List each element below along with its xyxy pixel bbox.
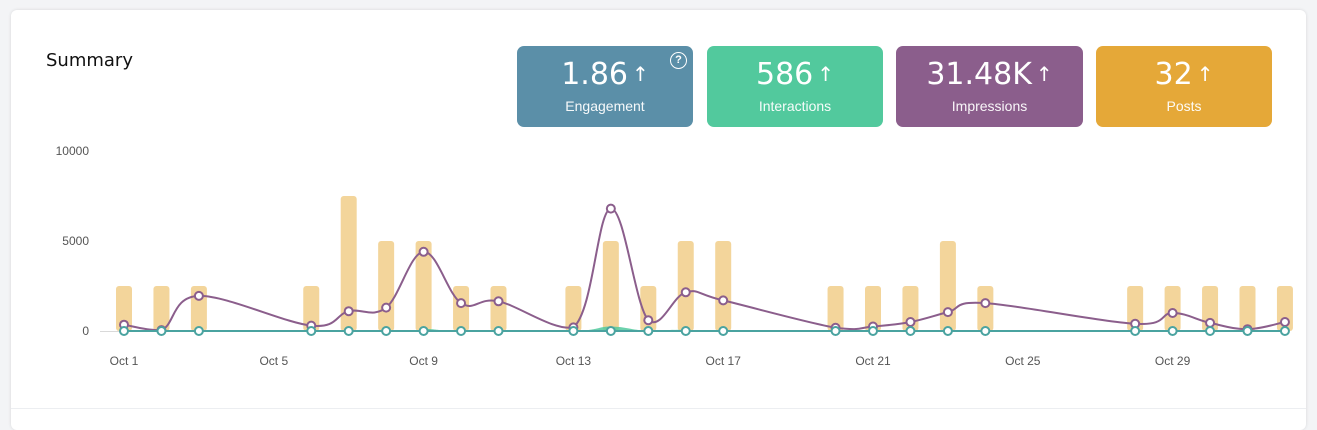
series-point [493,326,504,336]
x-tick-label: Oct 21 [855,354,891,368]
series-point [306,326,317,336]
series-point [456,326,467,336]
bar [939,241,956,331]
bar [415,241,432,331]
series-point [980,298,991,309]
series-point [643,315,654,326]
series-point [1279,317,1290,327]
series-point [942,326,953,336]
series-point [119,326,129,336]
posts-value: 32 [1154,57,1193,92]
arrow-up-icon: ↑ [632,62,649,86]
posts-label: Posts [1166,98,1202,114]
series-point [980,326,991,336]
impressions-card[interactable]: 31.48K ↑ Impressions [896,46,1083,127]
summary-title: Summary [46,50,133,71]
x-tick-label: Oct 5 [259,354,288,368]
arrow-up-icon: ↑ [1196,62,1214,86]
series-point [942,307,953,318]
impressions-value-row: 31.48K ↑ [896,56,1083,93]
bar [153,286,170,331]
interactions-value: 586 [755,57,814,92]
interactions-card[interactable]: 586 ↑ Interactions [707,46,883,127]
x-tick-label: Oct 9 [409,354,438,368]
x-tick-label: Oct 25 [1005,354,1041,368]
bar [715,241,732,331]
impressions-label: Impressions [951,98,1028,114]
series-point [343,306,354,317]
series-point [830,326,841,336]
y-tick-label: 0 [82,324,89,338]
bar [977,286,994,331]
interactions-value-row: 586 ↑ [707,56,883,93]
interactions-label: Interactions [758,98,832,114]
series-point [193,326,204,336]
y-tick-label: 10000 [56,144,90,158]
series-point [868,326,878,336]
series-point [568,326,579,336]
series-point [718,326,729,336]
series-point [456,298,467,309]
engagement-card[interactable]: 1.86 ↑ Engagement ? [517,46,693,127]
series-point [1130,326,1141,336]
series-point [1205,317,1216,328]
series-point [718,295,729,306]
series-point [343,326,354,336]
series-point [1242,326,1253,336]
series-point [381,326,392,336]
series-point [905,326,916,336]
bar [303,286,320,331]
help-icon[interactable]: ? [670,52,687,69]
bar [827,286,844,331]
posts-value-row: 32 ↑ [1096,56,1272,93]
summary-card: Summary 1.86 ↑ Engagement ? 586 ↑ Interact… [11,10,1306,430]
bar [340,196,357,331]
engagement-label: Engagement [565,98,645,114]
engagement-value: 1.86 [561,57,629,92]
bar [1202,286,1219,331]
series-point [1167,308,1178,318]
bar [565,286,582,331]
series-point [418,326,429,336]
x-tick-label: Oct 17 [706,354,742,368]
arrow-up-icon: ↑ [1035,62,1053,86]
series-point [493,296,504,307]
y-tick-label: 5000 [62,234,89,248]
series-point [156,326,167,336]
series-point [1167,326,1178,336]
series-point [905,317,916,327]
bar [865,286,881,331]
bar [116,286,132,331]
arrow-up-icon: ↑ [817,62,835,86]
series-point [680,326,691,336]
x-tick-label: Oct 29 [1155,354,1191,368]
series-point [193,290,204,301]
series-point [680,287,691,298]
bar [453,286,470,331]
series-point [643,326,654,336]
series-point [605,203,616,214]
series-point [381,302,392,313]
bar [677,241,694,331]
series-point [1279,326,1290,336]
bar [378,241,395,331]
series-line [123,207,1286,332]
bar [1239,286,1256,331]
bar [490,286,507,331]
series-point [1205,326,1216,336]
bar [602,241,619,331]
posts-card[interactable]: 32 ↑ Posts [1096,46,1272,127]
series-point [418,246,429,257]
x-tick-label: Oct 1 [110,354,139,368]
card-divider [11,408,1306,409]
series-point [605,326,616,336]
x-tick-label: Oct 13 [556,354,592,368]
bar [1127,286,1144,331]
engagement-value-row: 1.86 ↑ [517,56,693,93]
impressions-value: 31.48K [926,57,1032,92]
